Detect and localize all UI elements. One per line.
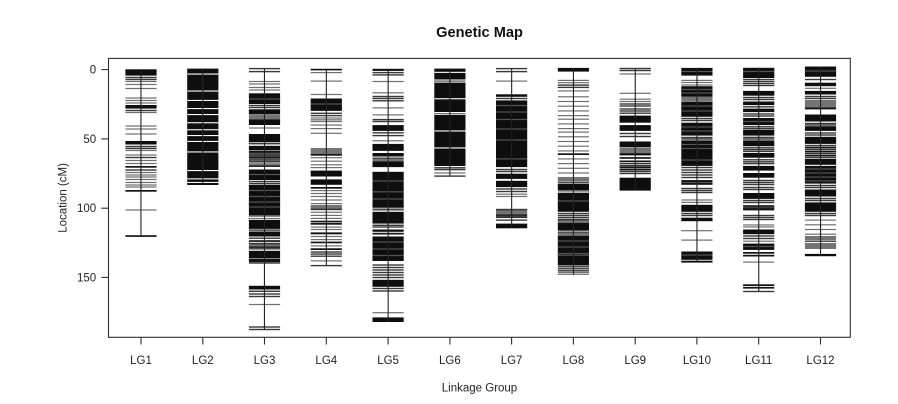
svg-text:150: 150: [77, 272, 96, 284]
svg-text:LG4: LG4: [315, 355, 337, 367]
svg-text:LG12: LG12: [806, 355, 834, 367]
svg-text:LG5: LG5: [377, 355, 399, 367]
svg-text:100: 100: [77, 203, 96, 215]
svg-text:LG8: LG8: [563, 355, 585, 367]
svg-text:0: 0: [90, 65, 96, 77]
svg-text:LG2: LG2: [192, 355, 214, 367]
svg-text:LG9: LG9: [624, 355, 646, 367]
svg-text:LG11: LG11: [745, 355, 772, 367]
svg-text:LG1: LG1: [130, 355, 152, 367]
svg-text:50: 50: [83, 134, 96, 146]
svg-text:LG3: LG3: [254, 355, 276, 367]
svg-text:LG10: LG10: [683, 355, 711, 367]
svg-text:LG6: LG6: [439, 355, 461, 367]
svg-text:Location (cM): Location (cM): [58, 163, 70, 233]
svg-text:LG7: LG7: [501, 355, 523, 367]
svg-text:Linkage Group: Linkage Group: [442, 382, 517, 394]
svg-text:Genetic Map: Genetic Map: [436, 25, 523, 41]
